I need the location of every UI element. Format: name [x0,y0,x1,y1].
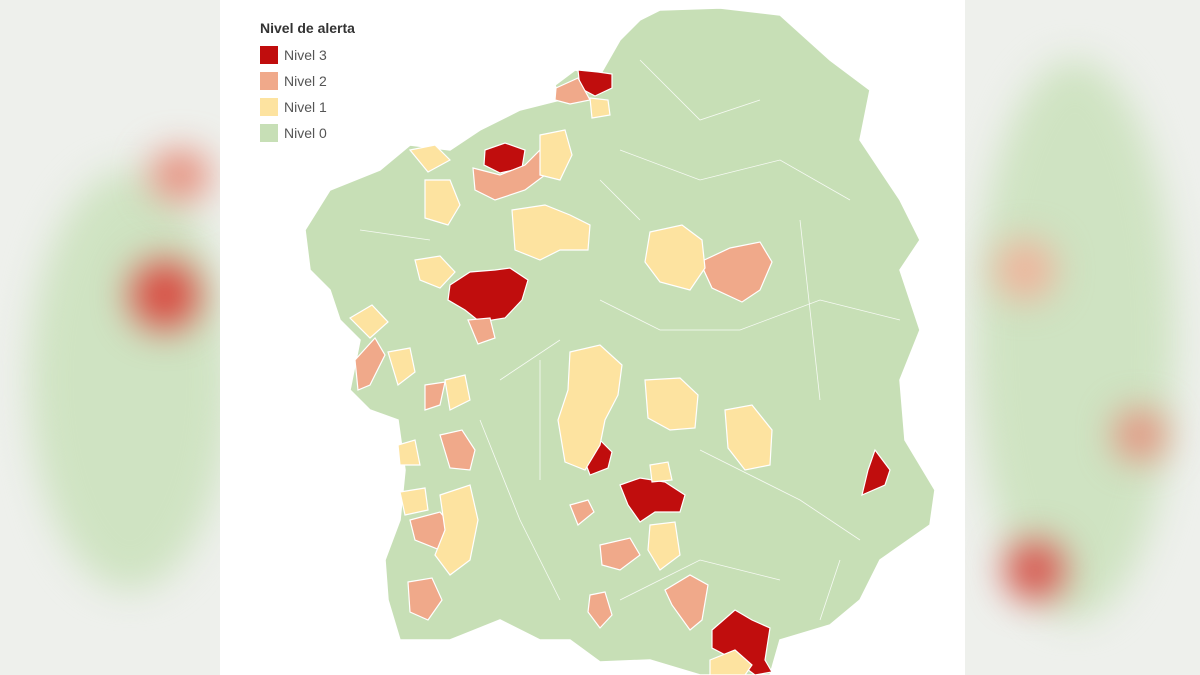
swatch-icon [260,72,278,90]
region-level-3[interactable] [619,477,686,523]
region-level-1[interactable] [557,344,623,471]
swatch-icon [260,46,278,64]
region-level-2[interactable] [569,499,595,526]
region-level-1[interactable] [387,347,416,387]
region-level-2[interactable] [467,317,496,345]
region-level-2[interactable] [599,537,641,571]
region-level-1[interactable] [399,487,429,516]
region-level-1[interactable] [724,404,773,471]
region-level-1[interactable] [644,377,699,431]
legend-item-level-3: Nivel 3 [260,42,355,68]
region-level-1[interactable] [424,179,461,226]
region-level-1[interactable] [349,304,389,339]
region-level-2[interactable] [354,336,386,391]
legend-item-level-2: Nivel 2 [260,68,355,94]
region-level-3[interactable] [447,267,529,323]
legend-label: Nivel 0 [284,125,327,141]
blurred-background-right [965,0,1200,675]
region-level-1[interactable] [647,521,681,571]
municipality-borders [359,59,901,621]
region-level-1[interactable] [589,97,611,119]
legend-item-level-0: Nivel 0 [260,120,355,146]
region-level-1[interactable] [444,374,471,411]
region-level-3[interactable] [861,448,891,497]
region-level-1[interactable] [397,439,421,466]
legend: Nivel de alerta Nivel 3 Nivel 2 Nivel 1 … [260,20,355,146]
region-level-2[interactable] [554,77,591,105]
legend-label: Nivel 3 [284,47,327,63]
blurred-background-left [0,0,220,675]
region-level-1[interactable] [649,461,673,483]
swatch-icon [260,98,278,116]
region-level-1[interactable] [414,255,456,289]
region-level-2[interactable] [699,241,773,303]
region-level-2[interactable] [587,591,613,629]
region-level-1[interactable] [539,129,573,181]
region-level-1[interactable] [511,204,591,261]
legend-label: Nivel 2 [284,73,327,89]
region-level-1[interactable] [644,224,706,291]
region-level-1[interactable] [434,484,479,576]
region-level-2[interactable] [424,381,446,411]
region-level-2[interactable] [664,574,709,631]
region-level-0[interactable] [304,7,936,675]
region-level-1[interactable] [408,144,451,173]
legend-item-level-1: Nivel 1 [260,94,355,120]
legend-label: Nivel 1 [284,99,327,115]
swatch-icon [260,124,278,142]
region-level-2[interactable] [407,577,443,621]
region-level-2[interactable] [439,429,476,471]
legend-title: Nivel de alerta [260,20,355,36]
region-level-1[interactable] [709,649,753,675]
